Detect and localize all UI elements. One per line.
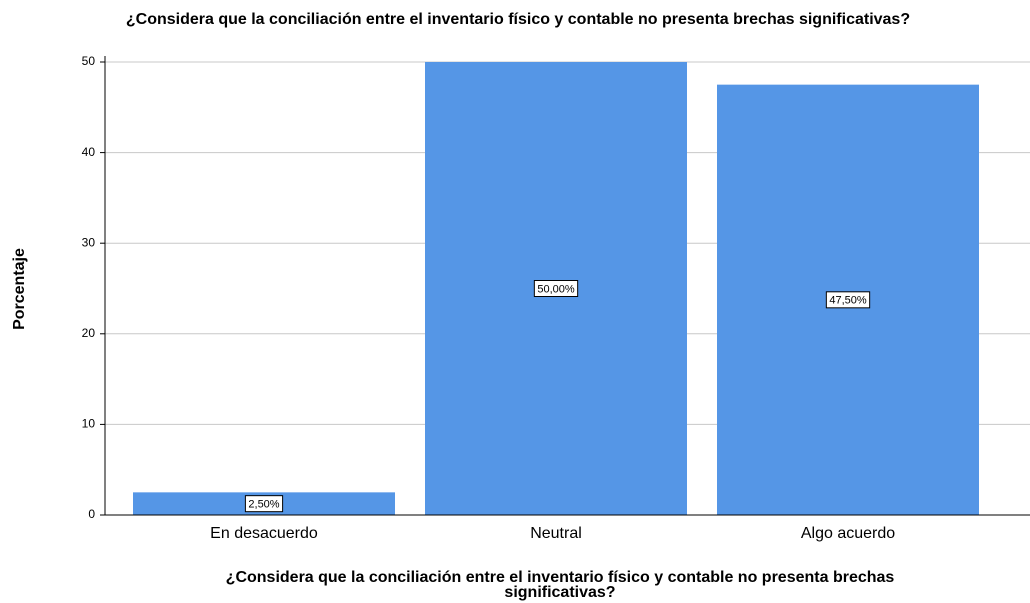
- y-tick-label: 30: [82, 235, 96, 249]
- value-label: 47,50%: [829, 295, 867, 307]
- x-tick-label: Neutral: [530, 525, 582, 542]
- value-label: 50,00%: [537, 283, 575, 295]
- x-axis-label: significativas?: [504, 584, 615, 601]
- x-tick-label: En desacuerdo: [210, 525, 318, 542]
- value-label-box: [825, 291, 871, 309]
- chart-title: ¿Considera que la conciliación entre el …: [126, 11, 910, 28]
- value-label-box: [244, 495, 284, 513]
- x-axis-label: ¿Considera que la conciliación entre el …: [226, 569, 895, 586]
- value-label-box: [533, 280, 579, 297]
- y-tick-label: 50: [82, 54, 96, 68]
- y-tick-label: 20: [82, 326, 96, 340]
- x-tick-label: Algo acuerdo: [801, 525, 895, 542]
- y-tick-label: 10: [82, 417, 96, 431]
- value-label: 2,50%: [248, 499, 279, 511]
- y-tick-label: 0: [88, 507, 95, 521]
- y-axis-label: Porcentaje: [11, 248, 28, 330]
- y-tick-label: 40: [82, 145, 96, 159]
